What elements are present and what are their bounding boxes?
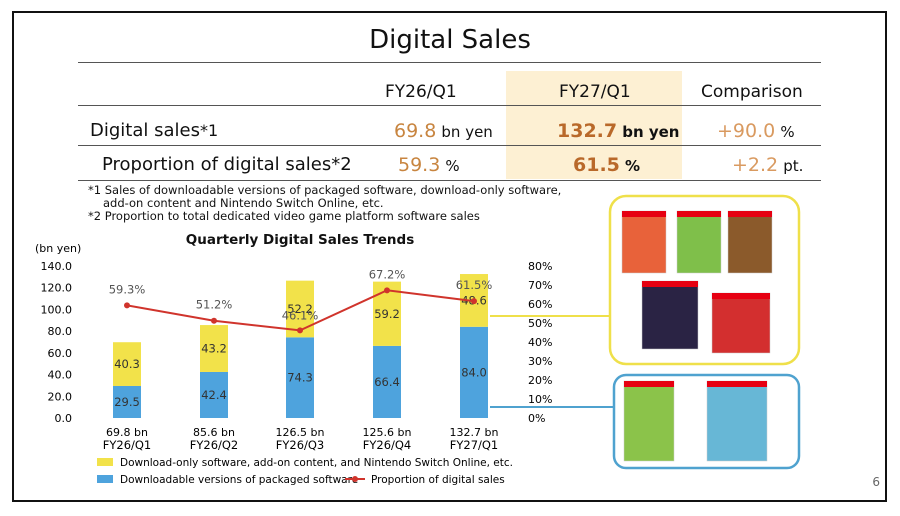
- row-digital-sales-fy26: 69.8 bn yen: [394, 120, 493, 142]
- category-total-label: 125.6 bn: [363, 426, 412, 439]
- row-proportion-fy26: 59.3 %: [398, 154, 460, 176]
- proportion-point: [471, 298, 477, 305]
- category-label: FY26/Q2: [190, 438, 239, 452]
- category-label: FY27/Q1: [450, 438, 499, 452]
- data-label-download-only: 59.2: [374, 307, 400, 321]
- y-tick-label: 0.0: [55, 412, 73, 425]
- game-cover-image: [623, 380, 675, 462]
- y-tick-label: 60.0: [48, 347, 73, 360]
- legend-marker-proportion: [352, 476, 358, 482]
- category-label: FY26/Q4: [363, 438, 412, 452]
- y-tick-label: 40.0: [48, 369, 73, 382]
- bar-packaged: [113, 385, 141, 418]
- y2-tick-label: 50%: [528, 317, 552, 330]
- proportion-point: [211, 317, 217, 324]
- game-cover-image: [711, 292, 771, 354]
- category-total-label: 126.5 bn: [276, 426, 325, 439]
- data-label-packaged: 29.5: [114, 395, 140, 409]
- chart-title: Quarterly Digital Sales Trends: [185, 232, 415, 248]
- data-label-packaged: 42.4: [201, 388, 227, 402]
- title-rule: [78, 62, 821, 63]
- row-digital-sales-label: Digital sales*1: [90, 120, 219, 141]
- y2-tick-label: 60%: [528, 298, 552, 311]
- page-title: Digital Sales: [369, 25, 531, 55]
- proportion-label: 67.2%: [369, 267, 406, 281]
- y2-tick-label: 40%: [528, 336, 552, 349]
- note-2: *2 Proportion to total dedicated video g…: [88, 209, 480, 223]
- page-number: 6: [872, 475, 880, 489]
- game-cover-image: [727, 210, 773, 274]
- switch-banner: [624, 381, 674, 387]
- header-fy27: FY27/Q1: [559, 82, 631, 102]
- bar-packaged: [373, 345, 401, 418]
- bar-packaged: [460, 326, 488, 418]
- game-cover-image: [641, 280, 699, 350]
- table-bottom-rule: [78, 180, 821, 181]
- y-axis-label: (bn yen): [35, 242, 81, 255]
- proportion-label: 61.5%: [456, 278, 493, 292]
- category-label: FY26/Q1: [103, 438, 152, 452]
- legend-label-download-only: Download-only software, add-on content, …: [120, 457, 513, 469]
- switch-banner: [712, 293, 770, 299]
- slide-frame: [12, 11, 887, 502]
- y2-tick-label: 0%: [528, 412, 545, 425]
- row-rule: [78, 145, 821, 146]
- data-label-packaged: 84.0: [461, 365, 487, 379]
- y-tick-label: 120.0: [41, 282, 73, 295]
- y-tick-label: 140.0: [41, 260, 73, 273]
- header-fy26: FY26/Q1: [385, 82, 457, 102]
- proportion-label: 59.3%: [109, 282, 146, 296]
- legend-label-proportion: Proportion of digital sales: [371, 474, 505, 486]
- fy27-highlight: [506, 71, 682, 179]
- y-tick-label: 80.0: [48, 325, 73, 338]
- y2-tick-label: 20%: [528, 374, 552, 387]
- y2-tick-label: 80%: [528, 260, 552, 273]
- bar-packaged: [200, 371, 228, 418]
- data-label-packaged: 66.4: [374, 375, 400, 389]
- proportion-label: 46.1%: [282, 308, 319, 322]
- proportion-point: [124, 302, 130, 309]
- data-label-download-only: 40.3: [114, 357, 140, 371]
- row-proportion-fy27: 61.5 %: [573, 154, 641, 176]
- data-label-packaged: 74.3: [287, 371, 313, 385]
- header-rule: [78, 105, 821, 106]
- y-tick-label: 100.0: [41, 303, 73, 316]
- legend-label-packaged: Downloadable versions of packaged softwa…: [120, 474, 358, 486]
- note-1: *1 Sales of downloadable versions of pac…: [88, 183, 562, 197]
- proportion-label: 51.2%: [196, 298, 233, 312]
- switch-banner: [728, 211, 772, 217]
- y2-tick-label: 70%: [528, 279, 552, 292]
- proportion-point: [384, 287, 390, 294]
- switch-banner: [707, 381, 767, 387]
- category-total-label: 69.8 bn: [106, 426, 148, 439]
- game-cover-image: [621, 210, 667, 274]
- bar-download-only: [200, 325, 228, 372]
- category-total-label: 85.6 bn: [193, 426, 235, 439]
- category-total-label: 132.7 bn: [450, 426, 499, 439]
- legend-swatch-download-only: [97, 458, 113, 466]
- game-cover-image: [676, 210, 722, 274]
- header-comparison: Comparison: [701, 82, 803, 102]
- y2-tick-label: 10%: [528, 393, 552, 406]
- category-label: FY26/Q3: [276, 438, 325, 452]
- row-proportion-label: Proportion of digital sales*2: [102, 154, 352, 175]
- bar-download-only: [113, 342, 141, 386]
- data-label-download-only: 52.2: [287, 302, 313, 316]
- row-proportion-cmp: +2.2 pt.: [732, 154, 804, 176]
- row-digital-sales-cmp: +90.0 %: [717, 120, 795, 142]
- legend-swatch-packaged: [97, 475, 113, 483]
- switch-banner: [642, 281, 698, 287]
- y2-tick-label: 30%: [528, 355, 552, 368]
- y-tick-label: 20.0: [48, 390, 73, 403]
- switch-banner: [622, 211, 666, 217]
- note-1-cont: add-on content and Nintendo Switch Onlin…: [103, 196, 384, 210]
- data-label-download-only: 43.2: [201, 342, 227, 356]
- bar-packaged: [286, 337, 314, 418]
- proportion-point: [297, 327, 303, 334]
- game-cover-image: [706, 380, 768, 462]
- switch-banner: [677, 211, 721, 217]
- row-digital-sales-fy27: 132.7 bn yen: [557, 120, 680, 142]
